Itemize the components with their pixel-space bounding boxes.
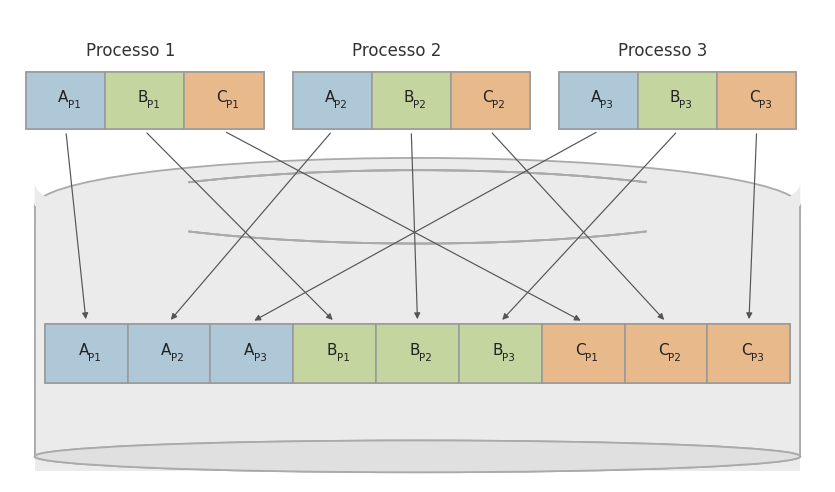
Text: B: B	[137, 90, 148, 105]
Bar	[376, 324, 459, 383]
Bar	[44, 324, 293, 383]
Text: B: B	[493, 343, 504, 358]
Bar	[292, 72, 372, 128]
Text: B: B	[410, 343, 420, 358]
Ellipse shape	[35, 440, 800, 472]
Bar	[44, 324, 128, 383]
Bar	[451, 72, 530, 128]
Ellipse shape	[35, 158, 800, 256]
Bar	[559, 72, 638, 128]
Text: Processo 1: Processo 1	[86, 42, 175, 60]
Bar	[542, 324, 625, 383]
Text: C: C	[741, 343, 752, 358]
Bar	[717, 72, 796, 128]
Text: A: A	[161, 343, 172, 358]
Text: B: B	[403, 90, 414, 105]
Text: A: A	[58, 90, 68, 105]
Text: P3: P3	[254, 353, 266, 363]
Ellipse shape	[35, 440, 800, 472]
Text: Processo 3: Processo 3	[619, 42, 708, 60]
Bar	[625, 324, 707, 383]
Text: P2: P2	[668, 353, 681, 363]
Text: C: C	[749, 90, 760, 105]
Bar	[293, 324, 376, 383]
Text: A: A	[244, 343, 255, 358]
Bar	[35, 207, 800, 471]
Bar	[210, 324, 293, 383]
Text: P3: P3	[502, 353, 515, 363]
Bar	[105, 72, 185, 128]
Bar	[707, 324, 791, 383]
Text: P3: P3	[758, 100, 772, 110]
Text: A: A	[591, 90, 601, 105]
Text: P2: P2	[419, 353, 433, 363]
Text: C: C	[575, 343, 586, 358]
Text: P3: P3	[600, 100, 613, 110]
Bar	[35, 209, 800, 457]
Text: P1: P1	[226, 100, 239, 110]
Text: A: A	[325, 90, 335, 105]
Text: P2: P2	[492, 100, 505, 110]
Text: P1: P1	[585, 353, 598, 363]
Bar	[185, 72, 264, 128]
Bar	[542, 324, 791, 383]
Text: P1: P1	[68, 100, 81, 110]
Bar	[292, 72, 530, 128]
Text: C: C	[216, 90, 227, 105]
Bar	[559, 72, 796, 128]
Text: P1: P1	[147, 100, 159, 110]
Bar	[638, 72, 717, 128]
Text: Processo 2: Processo 2	[352, 42, 442, 60]
Text: A: A	[78, 343, 89, 358]
Text: P2: P2	[171, 353, 184, 363]
Bar	[27, 72, 105, 128]
Bar	[128, 324, 210, 383]
Bar	[459, 324, 542, 383]
Text: P3: P3	[680, 100, 692, 110]
Text: P2: P2	[334, 100, 347, 110]
Text: P1: P1	[337, 353, 349, 363]
Text: B: B	[326, 343, 337, 358]
Bar	[372, 72, 451, 128]
Text: P1: P1	[88, 353, 101, 363]
Bar	[27, 72, 264, 128]
Polygon shape	[35, 170, 800, 244]
Text: C: C	[483, 90, 493, 105]
Text: B: B	[670, 90, 681, 105]
Text: C: C	[658, 343, 669, 358]
Text: P2: P2	[413, 100, 426, 110]
Text: P3: P3	[751, 353, 764, 363]
Bar	[293, 324, 542, 383]
